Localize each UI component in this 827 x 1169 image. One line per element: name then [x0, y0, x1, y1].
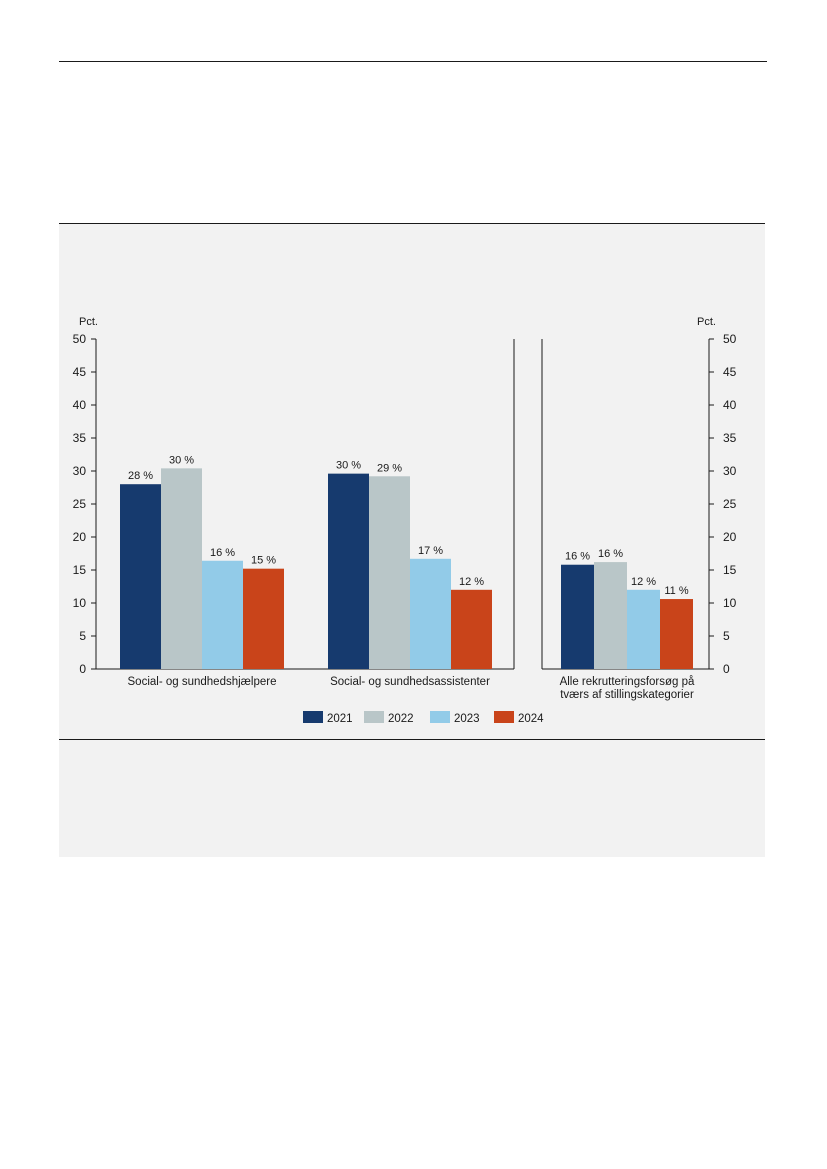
- legend-swatch: [364, 711, 384, 723]
- bar: [594, 562, 627, 669]
- data-label: 30 %: [336, 460, 361, 472]
- category-label: Social- og sundhedshjælpere: [128, 676, 277, 688]
- figure-top-rule: [59, 223, 765, 224]
- bar: [161, 468, 202, 669]
- bar: [328, 473, 369, 669]
- left-y-tick-label: 20: [73, 530, 87, 544]
- category-label: Social- og sundhedsassistenter: [330, 676, 490, 688]
- bar: [243, 568, 284, 669]
- data-label: 15 %: [251, 555, 276, 567]
- bar: [410, 558, 451, 669]
- data-label: 16 %: [598, 548, 623, 560]
- legend-swatch: [303, 711, 323, 723]
- bar: [660, 599, 693, 669]
- left-y-tick-label: 0: [79, 662, 86, 676]
- right-y-tick-label: 15: [723, 563, 737, 577]
- legend-label: 2024: [518, 713, 544, 725]
- bar: [369, 476, 410, 669]
- data-label: 29 %: [377, 462, 402, 474]
- category-label: tværs af stillingskategorier: [560, 689, 694, 701]
- left-y-unit-label: Pct.: [79, 316, 98, 328]
- left-y-tick-label: 15: [73, 563, 87, 577]
- legend-swatch: [430, 711, 450, 723]
- axes: 0 5 10 15 20 25 30 35 40 45 50 Pct. 0 5 10 15 20 25 30 35 40…: [73, 316, 737, 701]
- data-label: 30 %: [169, 454, 194, 466]
- left-y-tick-label: 10: [73, 596, 87, 610]
- right-y-unit-label: Pct.: [697, 316, 716, 328]
- right-y-tick-label: 5: [723, 629, 730, 643]
- legend-label: 2021: [327, 713, 353, 725]
- left-y-tick-label: 25: [73, 497, 87, 511]
- data-label: 16 %: [565, 551, 590, 563]
- data-label: 12 %: [631, 576, 656, 588]
- category-label: Alle rekrutteringsforsøg på: [560, 676, 695, 688]
- legend: 2021 2022 2023 2024: [303, 711, 544, 725]
- bars: [120, 468, 693, 669]
- bar: [202, 560, 243, 669]
- right-y-tick-label: 25: [723, 497, 737, 511]
- data-label: 17 %: [418, 545, 443, 557]
- bar: [451, 589, 492, 669]
- left-y-tick-label: 30: [73, 464, 87, 478]
- left-y-tick-label: 35: [73, 431, 87, 445]
- top-rule: [59, 61, 767, 62]
- bar: [627, 589, 660, 669]
- figure-bottom-rule: [59, 739, 765, 740]
- left-y-tick-label: 5: [79, 629, 86, 643]
- legend-label: 2023: [454, 713, 480, 725]
- legend-swatch: [494, 711, 514, 723]
- right-y-tick-label: 30: [723, 464, 737, 478]
- bar: [561, 564, 594, 669]
- right-y-tick-label: 50: [723, 332, 737, 346]
- data-label: 11 %: [664, 585, 688, 597]
- data-labels: 28 % 30 % 16 % 15 % 30 % 29 % 17 % 12 % 16 % 16 %…: [128, 454, 689, 597]
- legend-label: 2022: [388, 713, 414, 725]
- right-y-tick-label: 40: [723, 398, 737, 412]
- left-y-tick-label: 45: [73, 365, 87, 379]
- right-y-tick-label: 0: [723, 662, 730, 676]
- bar: [120, 484, 161, 669]
- right-y-tick-label: 20: [723, 530, 737, 544]
- right-y-tick-label: 45: [723, 365, 737, 379]
- data-label: 16 %: [210, 547, 235, 559]
- data-label: 28 %: [128, 470, 153, 482]
- right-y-tick-label: 35: [723, 431, 737, 445]
- left-y-tick-label: 40: [73, 398, 87, 412]
- right-y-tick-label: 10: [723, 596, 737, 610]
- left-y-tick-label: 50: [73, 332, 87, 346]
- data-label: 12 %: [459, 576, 484, 588]
